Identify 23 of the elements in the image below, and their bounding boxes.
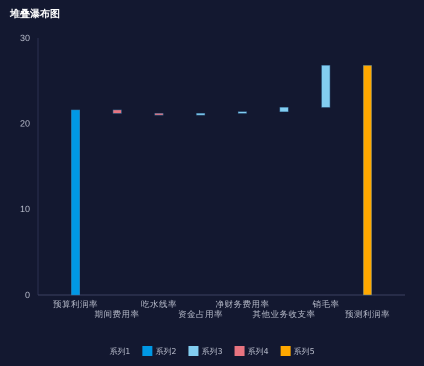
bar	[321, 65, 330, 108]
bar	[112, 110, 122, 114]
x-tick-label: 资金占用率	[178, 309, 224, 320]
y-tick-label: 0	[24, 290, 30, 300]
bar	[71, 110, 80, 296]
bar	[363, 65, 372, 296]
y-tick-label: 20	[20, 118, 30, 129]
x-tick-label: 期间费用率	[94, 309, 140, 320]
text: 系列1	[109, 347, 130, 356]
chart-title: 堆叠瀑布图	[9, 8, 60, 20]
y-tick-label: 10	[20, 204, 30, 214]
y-tick-label: 30	[20, 32, 30, 43]
x-tick-label: 其他业务收支率	[252, 309, 316, 320]
legend-label: 系列3	[201, 347, 223, 356]
x-tick-label: 净财务费用率	[215, 299, 270, 310]
x-tick-label: 预算利润率	[53, 299, 98, 310]
x-tick-label: 吃水线率	[140, 299, 177, 310]
legend-label: 系列2	[155, 347, 176, 356]
bar	[280, 107, 288, 112]
legend-label: 系列5	[294, 347, 315, 356]
x-tick-label: 预测利润率	[344, 309, 390, 320]
x-tick-label: 销毛率	[311, 299, 340, 310]
legend-label: 系列4	[248, 347, 269, 356]
